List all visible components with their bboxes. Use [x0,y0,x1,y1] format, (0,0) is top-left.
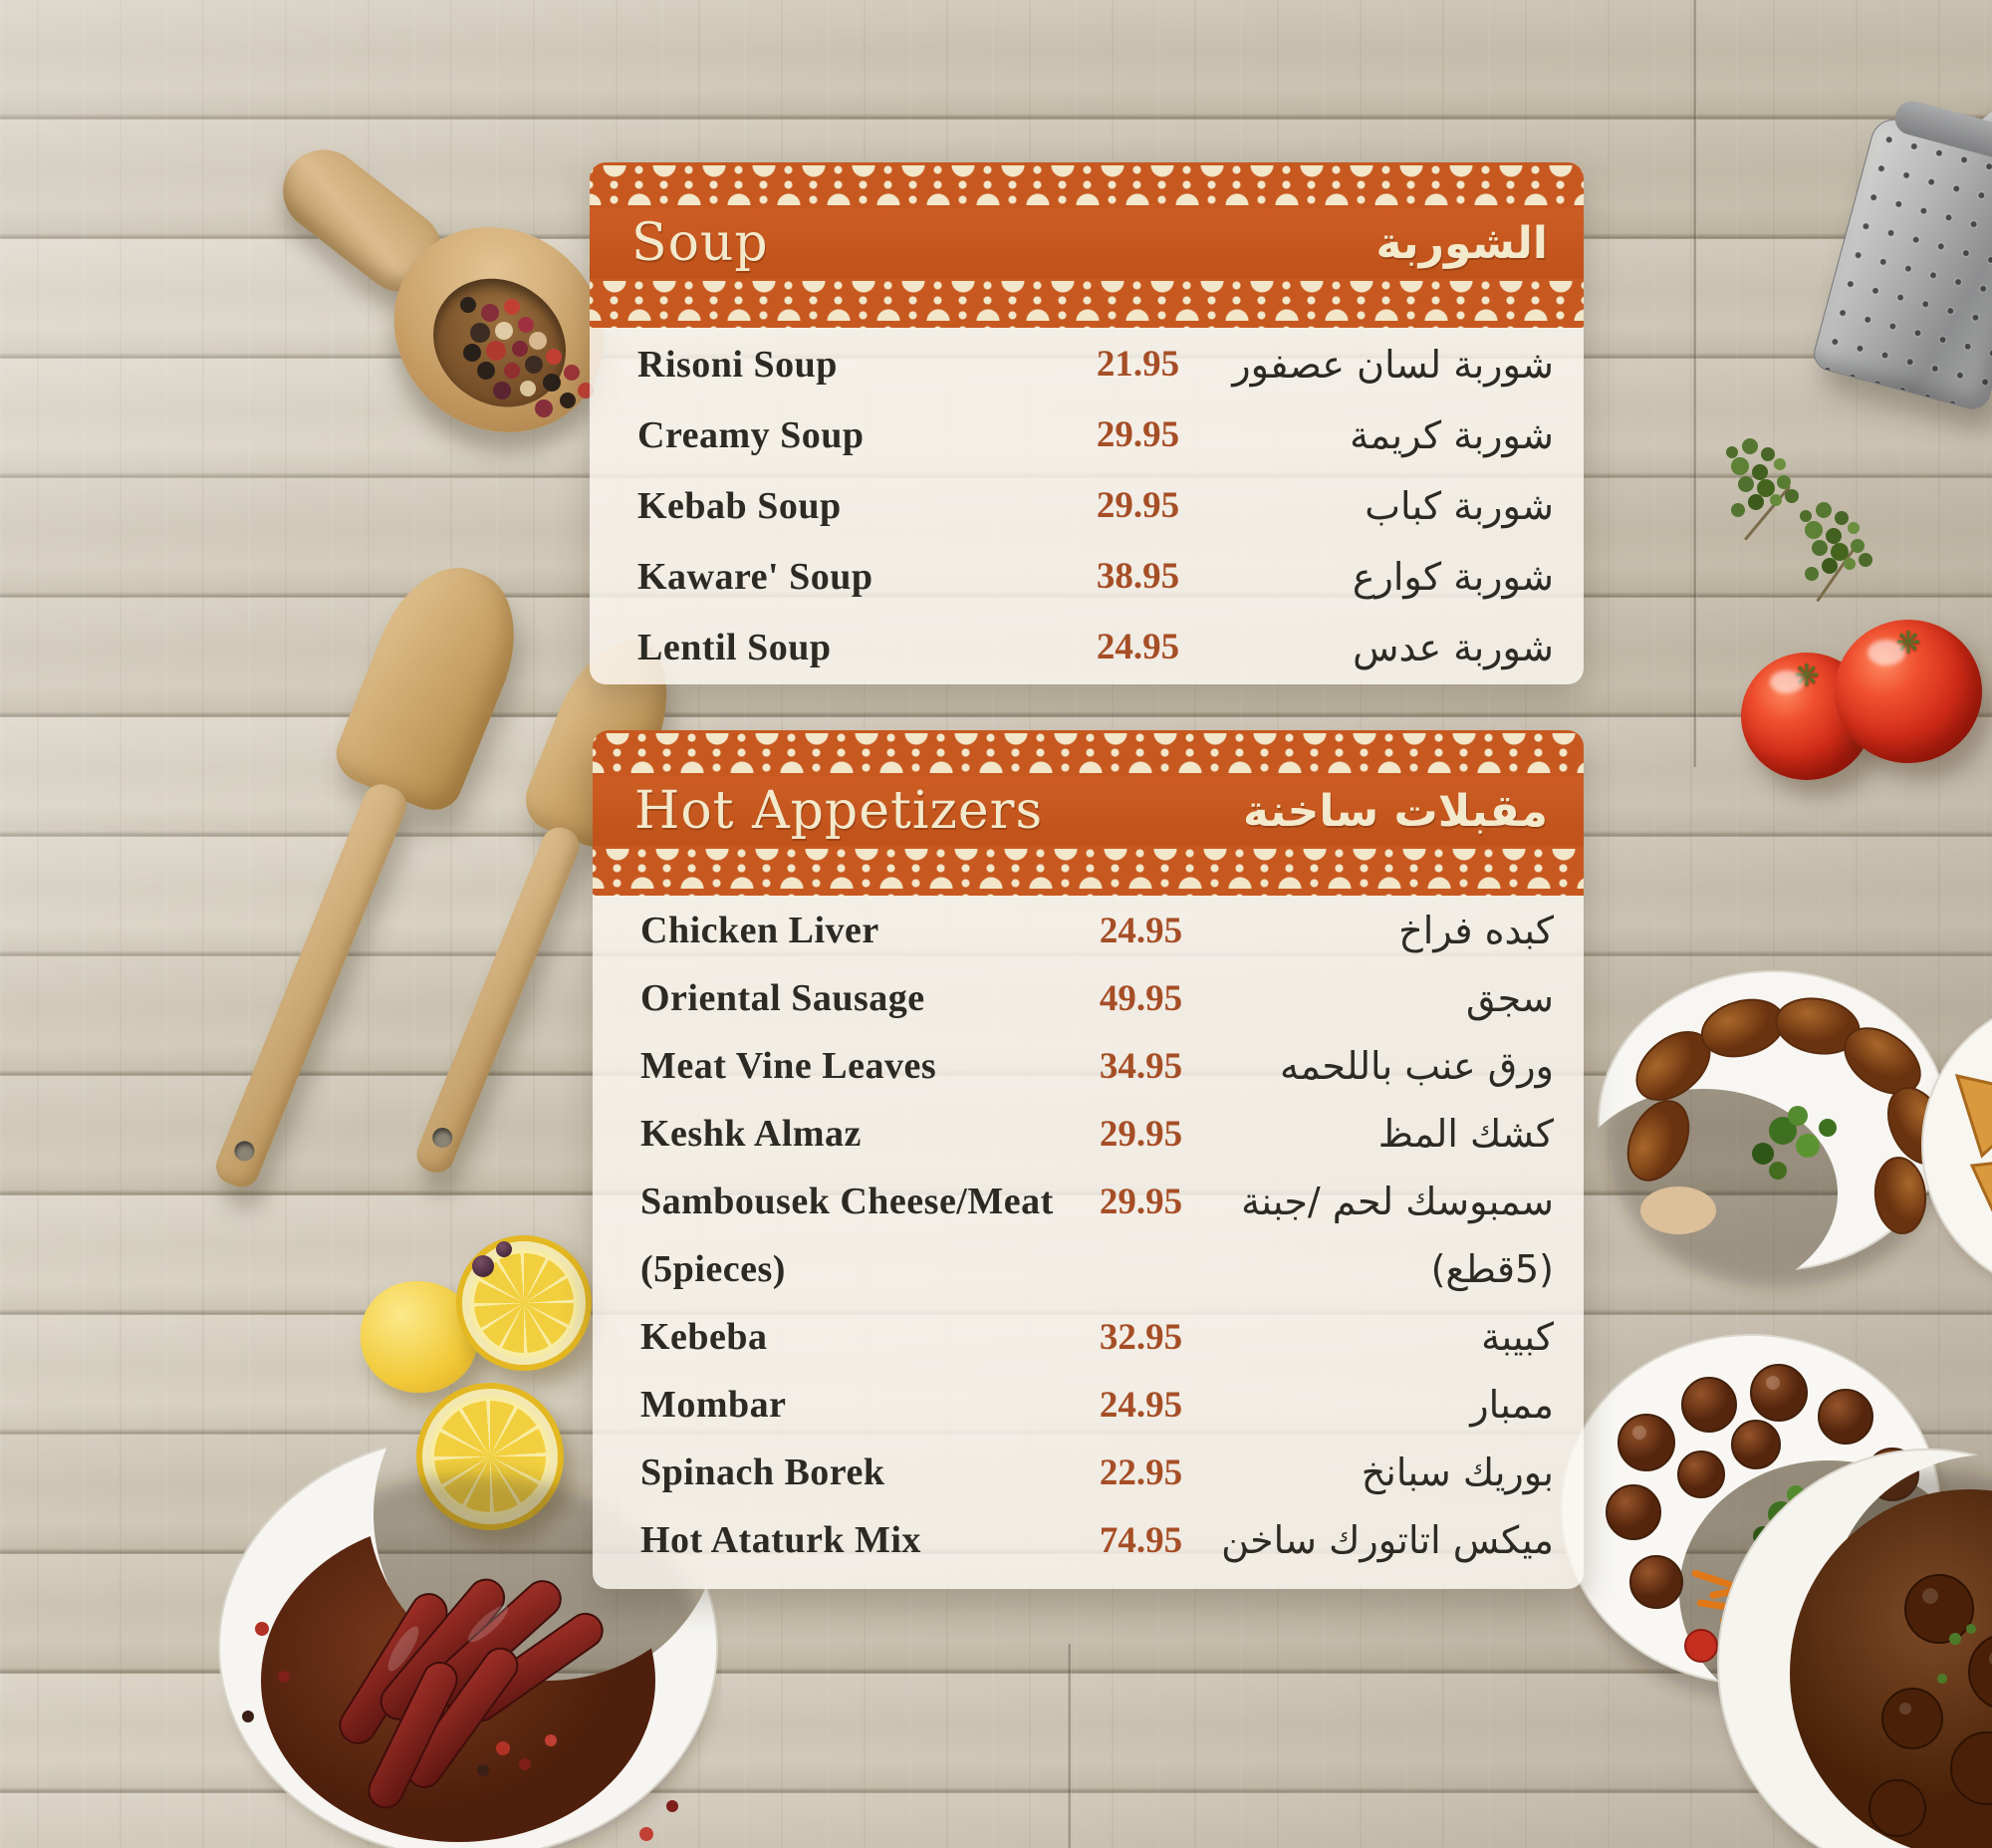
item-name-ar: ممبار [1470,1383,1554,1427]
item-price: 34.95 [1099,1045,1183,1087]
tomato-photo: ❋ [1835,620,1982,763]
kibbeh-plate-photo [1598,970,1949,1288]
hot-appetizers-header-bar: Hot Appetizers مقبلات ساخنة [593,776,1584,846]
item-price: 74.95 [1099,1519,1183,1561]
wood-seam [1693,0,1697,767]
item-price: 38.95 [1096,556,1180,597]
item-name-en: Mombar [640,1384,787,1426]
item-name-ar: سمبوسك لحم /جبنة [1241,1180,1554,1223]
item-name-en: Kebab Soup [637,484,842,527]
item-price: 29.95 [1096,485,1180,526]
menu-item-row: Hot Ataturk Mix 74.95 ميكس اتاتورك ساخن [593,1506,1584,1574]
item-price: 24.95 [1099,1384,1183,1426]
menu-item-row: Chicken Liver 24.95 كبده فراخ [593,897,1584,964]
menu-item-row: Kebeba 32.95 كبيبة [593,1303,1584,1371]
item-name-en: Creamy Soup [637,413,865,456]
ornamental-lace-border [590,278,1584,328]
soup-section-panel: Soup الشوربة Risoni Soup 21.95 شوربة لسا… [590,162,1584,684]
item-price: 49.95 [1099,977,1183,1019]
section-title-en: Hot Appetizers [634,781,1044,841]
item-price: 29.95 [1096,414,1180,455]
section-title-en: Soup [631,213,769,273]
item-price: 21.95 [1096,344,1180,385]
item-name-en: Chicken Liver [640,910,879,951]
item-price: 32.95 [1099,1316,1183,1358]
item-name-ar: ميكس اتاتورك ساخن [1221,1518,1554,1562]
meat-stew-plate-photo [1717,1449,1992,1848]
item-note-en: (5pieces) [640,1248,786,1290]
menu-item-row: Kebab Soup 29.95 شوربة كباب [590,470,1584,541]
item-name-en: Meat Vine Leaves [640,1045,937,1087]
menu-item-row: Meat Vine Leaves 34.95 ورق عنب باللحمه [593,1032,1584,1100]
tomato-highlight [1867,640,1906,666]
herb-sprigs-photo [1708,438,1897,618]
herb-leaves [1726,446,1738,458]
hot-appetizer-items: Chicken Liver 24.95 كبده فراخ Oriental S… [593,897,1584,1574]
sausage-plate-photo [218,1435,718,1848]
item-name-ar: شوربة كباب [1365,483,1554,528]
menu-item-row: Mombar 24.95 ممبار [593,1371,1584,1439]
menu-item-row: Kaware' Soup 38.95 شوربة كوارع [590,541,1584,612]
item-price: 29.95 [1099,1113,1183,1155]
item-name-ar: شوربة عدس [1353,625,1554,669]
soup-items: Risoni Soup 21.95 شوربة لسان عصفور Cream… [590,329,1584,682]
item-name-ar: كبيبة [1481,1315,1554,1359]
tomato-highlight [1770,669,1805,693]
item-name-ar: بوريك سبانخ [1361,1451,1554,1494]
section-title-ar: مقبلات ساخنة [1243,785,1548,837]
item-price: 24.95 [1099,910,1183,951]
soup-header: Soup الشوربة [590,162,1584,328]
menu-item-row: Sambousek Cheese/Meat 29.95 سمبوسك لحم /… [593,1168,1584,1235]
peppercorns-photo [460,297,476,313]
hot-appetizers-section-panel: Hot Appetizers مقبلات ساخنة Chicken Live… [593,730,1584,1589]
samosa-plate-photo [1921,1017,1992,1274]
item-name-en: Oriental Sausage [640,977,925,1019]
menu-item-note-row: (5pieces) (5قطع) [593,1235,1584,1303]
berry-photo [496,1241,512,1257]
herb-stem [1743,485,1792,541]
ornamental-lace-border [590,162,1584,208]
item-price: 24.95 [1096,627,1180,667]
ornamental-lace-border [593,730,1584,776]
hot-appetizers-header: Hot Appetizers مقبلات ساخنة [593,730,1584,896]
menu-item-row: Oriental Sausage 49.95 سجق [593,964,1584,1032]
menu-item-row: Keshk Almaz 29.95 كشك المظ [593,1100,1584,1168]
menu-item-row: Risoni Soup 21.95 شوربة لسان عصفور [590,329,1584,399]
item-name-en: Sambousek Cheese/Meat [640,1181,1054,1222]
item-price: 29.95 [1099,1181,1183,1222]
ornamental-lace-border [593,846,1584,896]
soup-header-bar: Soup الشوربة [590,208,1584,278]
lemon-slice-photo [456,1235,592,1371]
menu-item-row: Creamy Soup 29.95 شوربة كريمة [590,399,1584,470]
menu-item-row: Spinach Borek 22.95 بوريك سبانخ [593,1439,1584,1506]
item-name-ar: سجق [1465,976,1554,1020]
section-title-ar: الشوربة [1375,217,1549,269]
item-name-ar: ورق عنب باللحمه [1280,1044,1554,1088]
herb-leaves [1800,510,1812,522]
item-price: 22.95 [1099,1452,1183,1493]
item-name-en: Risoni Soup [637,343,838,386]
menu-item-row: Lentil Soup 24.95 شوربة عدس [590,612,1584,682]
item-name-en: Keshk Almaz [640,1113,862,1155]
herb-stem [1816,543,1859,603]
item-name-ar: كشك المظ [1377,1112,1554,1156]
item-name-en: Hot Ataturk Mix [640,1519,921,1561]
berry-photo [472,1255,494,1277]
item-name-en: Kebeba [640,1316,768,1358]
item-name-en: Kaware' Soup [637,555,873,598]
item-note-ar: (5قطع) [1430,1247,1554,1291]
wood-seam [1068,1644,1072,1848]
item-name-en: Spinach Borek [640,1452,885,1493]
item-name-ar: شوربة كريمة [1350,412,1554,457]
item-name-ar: شوربة لسان عصفور [1232,342,1554,387]
item-name-ar: كبده فراخ [1398,909,1554,952]
item-name-ar: شوربة كوارع [1352,554,1554,599]
item-name-en: Lentil Soup [637,626,832,668]
